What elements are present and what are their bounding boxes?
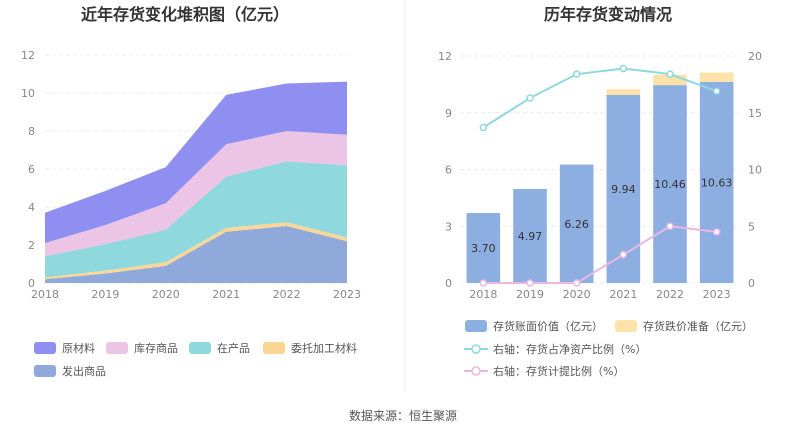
bar-book-value <box>559 164 594 283</box>
point-ratio-to-net-assets <box>619 64 628 73</box>
legend-label: 存货跌价准备（亿元） <box>643 319 753 333</box>
y-tick-label-right: 0 <box>748 277 755 290</box>
right-chart-legend: 存货账面价值（亿元） 存货跌价准备（亿元） 右轴：存货占净资产比例（%） 右轴：存货计… <box>464 319 753 378</box>
y-tick-label-left: 12 <box>438 50 452 63</box>
y-tick-label: 4 <box>28 201 35 214</box>
x-tick-label: 2022 <box>273 288 301 301</box>
line-provision-ratio <box>483 225 717 284</box>
x-tick-label: 2020 <box>563 288 591 301</box>
bar-book-value <box>699 81 734 283</box>
legend-label: 委托加工材料 <box>291 341 357 355</box>
y-tick-label: 0 <box>28 277 35 290</box>
x-tick-label: 2022 <box>656 288 684 301</box>
bar-line-chart: 0 3 6 9 12 0 5 10 15 20 2018 2019 2020 2021 2022 2023 3.… <box>438 50 762 301</box>
point-provision-ratio <box>526 279 534 287</box>
bar-impairment <box>699 72 734 82</box>
y-tick-label: 8 <box>28 125 35 138</box>
point-provision-ratio <box>712 228 721 236</box>
legend-label: 发出商品 <box>62 364 106 378</box>
point-ratio-to-net-assets <box>666 70 674 78</box>
x-tick-label: 2021 <box>212 288 240 301</box>
legend-swatch <box>106 342 128 354</box>
x-tick-label: 2023 <box>333 288 361 301</box>
y-tick-label-left: 6 <box>445 164 452 177</box>
stacked-area-chart: 0 2 4 6 8 10 12 2018 2019 2020 2021 2022 2023 <box>21 49 361 301</box>
x-tick-label: 2019 <box>516 288 544 301</box>
area-发出商品 <box>45 226 347 283</box>
point-ratio-to-net-assets <box>712 87 721 95</box>
y-tick-label: 6 <box>28 163 35 176</box>
bar-impairment <box>653 74 687 86</box>
legend-marker <box>471 366 481 376</box>
bar-impairment <box>606 89 641 95</box>
legend-swatch <box>34 365 56 377</box>
point-provision-ratio <box>479 279 488 287</box>
x-tick-label: 2019 <box>91 288 119 301</box>
x-tick-label: 2023 <box>703 288 731 301</box>
y-tick-label-right: 15 <box>748 107 762 120</box>
y-tick-label-right: 20 <box>748 50 762 63</box>
x-tick-label: 2021 <box>609 288 637 301</box>
bar-value-label: 3.70 <box>471 242 496 255</box>
point-ratio-to-net-assets <box>479 123 488 132</box>
line-ratio-to-net-assets <box>482 67 718 129</box>
legend-label: 右轴：存货占净资产比例（%） <box>493 342 646 356</box>
bar-value-label: 4.97 <box>518 230 543 243</box>
legend-swatch <box>263 342 285 354</box>
bar-value-label: 9.94 <box>611 183 636 196</box>
legend-swatch <box>34 342 56 354</box>
legend-label: 存货账面价值（亿元） <box>493 319 603 333</box>
legend-marker <box>471 344 481 354</box>
area-原材料 <box>45 81 347 244</box>
point-provision-ratio <box>619 250 628 259</box>
y-tick-label: 10 <box>21 87 35 100</box>
y-tick-label: 12 <box>21 49 35 62</box>
point-provision-ratio <box>572 279 581 287</box>
area-在产品 <box>45 161 347 278</box>
x-tick-label: 2018 <box>469 288 497 301</box>
bar-value-label: 6.26 <box>564 218 589 231</box>
bar-value-label: 10.63 <box>701 176 733 189</box>
y-tick-label-left: 3 <box>445 220 452 233</box>
bar-value-label: 10.46 <box>654 178 686 191</box>
point-provision-ratio <box>666 222 674 230</box>
legend-swatch <box>615 320 637 332</box>
right-chart-title: 历年存货变动情况 <box>544 5 672 24</box>
bar-book-value <box>466 213 501 283</box>
y-tick-label-left: 9 <box>445 107 452 120</box>
data-source: 数据来源：恒生聚源 <box>349 408 457 423</box>
legend-label: 右轴：存货计提比例（%） <box>493 364 624 378</box>
bar-book-value <box>653 85 687 283</box>
y-tick-label-left: 0 <box>445 277 452 290</box>
legend-label: 在产品 <box>217 341 250 355</box>
y-tick-label-right: 10 <box>748 164 762 177</box>
area-库存商品 <box>45 131 347 257</box>
y-tick-label: 2 <box>28 239 35 252</box>
left-chart-title: 近年存货变化堆积图（亿元） <box>81 5 289 24</box>
bar-book-value <box>513 188 547 283</box>
legend-label: 库存商品 <box>134 341 178 355</box>
legend-swatch <box>465 320 487 332</box>
x-tick-label: 2020 <box>152 288 180 301</box>
point-ratio-to-net-assets <box>526 94 534 102</box>
legend-swatch <box>189 342 211 354</box>
point-ratio-to-net-assets <box>572 70 581 78</box>
y-tick-label-right: 5 <box>748 220 755 233</box>
legend-label: 原材料 <box>62 341 95 355</box>
x-tick-label: 2018 <box>31 288 59 301</box>
